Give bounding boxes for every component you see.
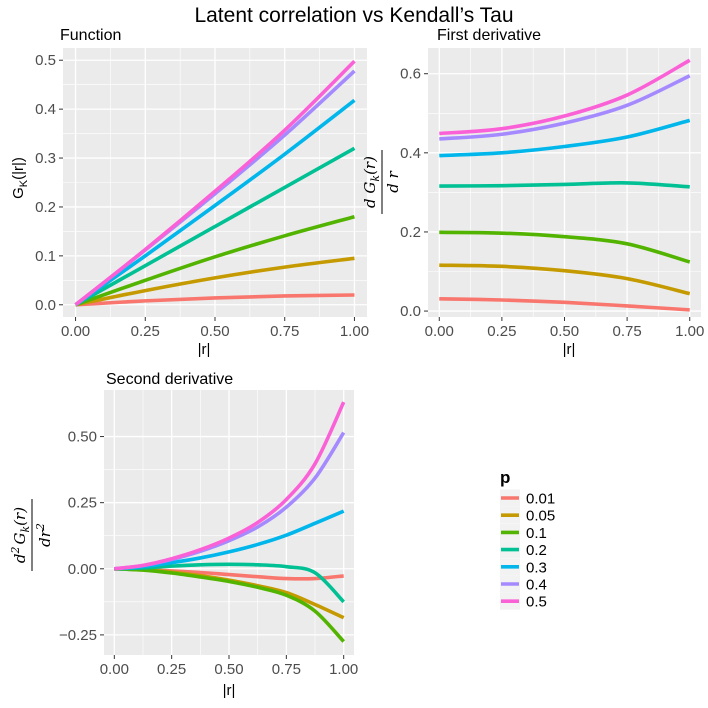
y-tick-label: 0.2: [35, 199, 56, 216]
legend-label-p-0.1: 0.1: [526, 525, 547, 542]
y-label-rest: (|r|): [10, 157, 27, 180]
y2-label-g: G: [11, 532, 29, 544]
y2-label-sub: k: [19, 525, 32, 532]
series-line-p-0.05: [439, 263, 691, 296]
legend-label-p-0.3: 0.3: [526, 559, 547, 576]
series-line-p-0.01: [75, 293, 355, 307]
series-line-p-0.2: [439, 181, 690, 189]
x-tick-label: 0.00: [425, 323, 454, 340]
x-tick-label: 0.50: [214, 661, 243, 678]
y-tick-label: −0.25: [59, 627, 97, 644]
panel-title-second-derivative: Second derivative: [106, 371, 233, 388]
x-tick-label: 0.75: [272, 661, 301, 678]
y-tick-label: 0.5: [35, 52, 56, 69]
panel-title-first-derivative: First derivative: [437, 27, 541, 44]
legend-label-p-0.01: 0.01: [526, 491, 555, 508]
panel-title-function: Function: [60, 27, 121, 44]
y-tick-label: 0.1: [35, 248, 56, 265]
y2-label-den-sup: 2: [34, 523, 47, 531]
series-line-p-0.2: [74, 146, 356, 307]
legend-label-p-0.05: 0.05: [526, 508, 555, 525]
x-tick-label: 0.00: [61, 323, 90, 340]
x-tick-label: 0.25: [131, 323, 160, 340]
legend-title: p: [500, 468, 510, 487]
series-line-p-0.5: [74, 59, 356, 307]
series-line-p-0.5: [439, 58, 691, 136]
legend-label-p-0.5: 0.5: [526, 594, 547, 611]
y-tick-label: 0.6: [400, 66, 421, 83]
x-tick-label: 1.00: [340, 323, 369, 340]
series-line-p-0.1: [114, 566, 346, 643]
legend: p 0.010.050.10.20.30.40.5: [500, 468, 555, 611]
series-line-p-0.3: [439, 118, 691, 158]
series-line-p-0.01: [439, 297, 690, 312]
y-label-num: d G: [361, 182, 379, 208]
y-tick-label: 0.0: [35, 297, 56, 314]
y-label-sub: K: [18, 179, 30, 187]
y-tick-label: 0.2: [400, 224, 421, 241]
y-tick-label: 0.25: [68, 495, 97, 512]
x-axis-label-second-derivative: |r|: [223, 682, 236, 699]
x-tick-label: 1.00: [675, 323, 704, 340]
svg-text:d Gk(r): d Gk(r): [361, 156, 382, 208]
legend-label-p-0.4: 0.4: [526, 577, 547, 594]
y-tick-label: 0.4: [400, 145, 421, 162]
x-axis-label-first-derivative: |r|: [563, 341, 576, 358]
svg-text:dr2: dr2: [34, 523, 54, 547]
series-line-p-0.4: [439, 74, 691, 141]
y-label-num-sub: k: [369, 175, 382, 182]
series-line-p-0.1: [74, 215, 355, 307]
panel-function: Function |r| GK(|r|) 0.00.10.20.30.40.50…: [10, 27, 369, 358]
svg-text:GK(|r|): GK(|r|): [10, 157, 30, 199]
x-tick-label: 0.00: [100, 661, 129, 678]
series-line-p-0.2: [114, 562, 345, 604]
x-tick-label: 1.00: [329, 661, 358, 678]
series-line-p-0.1: [439, 230, 691, 264]
y-axis-label-function: GK(|r|): [10, 157, 30, 199]
panel-first-derivative: First derivative |r| d Gk(r) d r 0.0 0.2 0…: [361, 27, 704, 358]
x-tick-label: 0.50: [200, 323, 229, 340]
x-tick-label: 0.75: [270, 323, 299, 340]
x-tick-label: 0.50: [550, 323, 579, 340]
y-tick-label: 0.0: [400, 303, 421, 320]
svg-text:d2Gk(r): d2 Gk(r): [9, 507, 32, 563]
x-tick-label: 0.25: [487, 323, 516, 340]
legend-label-p-0.2: 0.2: [526, 542, 547, 559]
y-axis-label-second-derivative: d2Gk(r) dr2: [9, 499, 54, 571]
y-label-num-rest: (r): [361, 156, 379, 175]
y2-label-rest: (r): [11, 507, 29, 526]
y2-label-d: d: [11, 553, 29, 563]
y-tick-label: 0.00: [68, 561, 97, 578]
y-axis-label-first-derivative: d Gk(r) d r: [361, 150, 402, 214]
y-tick-label: 0.50: [68, 429, 97, 446]
panel-second-derivative: Second derivative |r| d2Gk(r) dr2 −0.250…: [9, 371, 358, 699]
series-line-p-0.3: [74, 98, 356, 307]
y-tick-label: 0.4: [35, 101, 56, 118]
series-line-p-0.5: [114, 401, 346, 571]
y-tick-label: 0.3: [35, 150, 56, 167]
figure-title: Latent correlation vs Kendall’s Tau: [194, 4, 513, 27]
series-line-p-0.05: [75, 256, 355, 307]
y-label-g: G: [10, 187, 27, 199]
x-tick-label: 0.75: [613, 323, 642, 340]
y2-label-d-sup: 2: [9, 546, 22, 554]
y2-label-den: dr: [36, 529, 54, 547]
x-tick-label: 0.25: [157, 661, 186, 678]
y-label-den: d r: [384, 170, 402, 192]
x-axis-label-function: |r|: [198, 341, 211, 358]
